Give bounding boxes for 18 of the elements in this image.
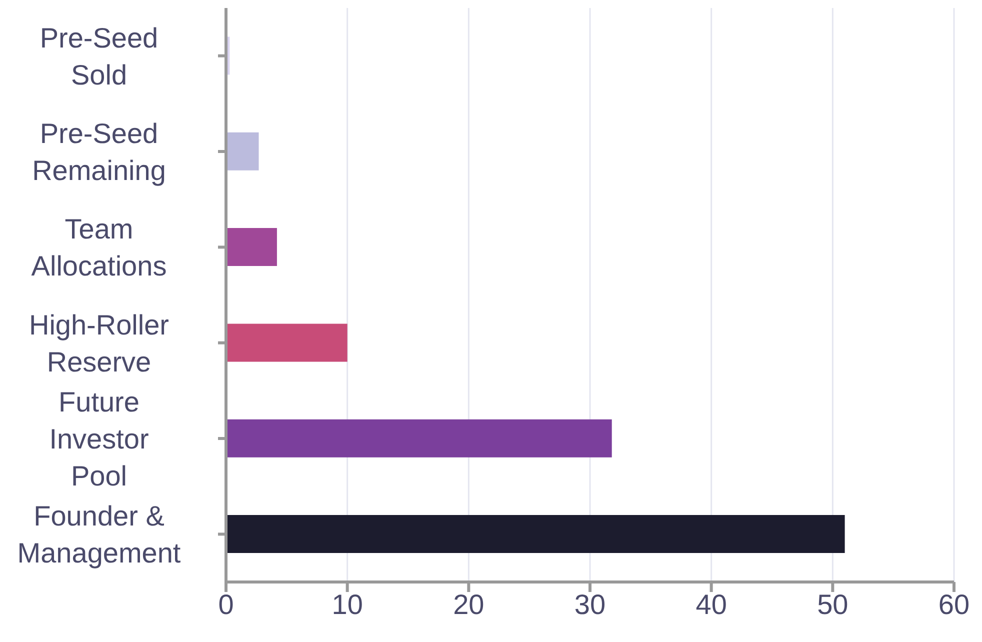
bar — [226, 419, 612, 458]
y-tick-label: Founder & Management — [17, 500, 181, 568]
x-tick-label: 0 — [218, 588, 234, 620]
x-tick-label: 20 — [453, 588, 484, 620]
x-tick-label: 40 — [696, 588, 727, 620]
x-tick-label: 10 — [332, 588, 363, 620]
y-tick-label: Pre-Seed Remaining — [32, 118, 166, 186]
y-tick-label: High-Roller Reserve — [28, 308, 170, 377]
bar — [226, 132, 259, 170]
bar — [226, 228, 277, 266]
bar — [226, 515, 845, 554]
y-tick-label: Pre-Seed Sold — [40, 22, 158, 90]
x-tick-label: 60 — [938, 588, 970, 620]
x-tick-label: 30 — [574, 588, 606, 620]
bar — [226, 324, 348, 362]
y-tick-label: Future Investor Pool — [49, 386, 149, 491]
x-tick-label: 50 — [817, 588, 848, 620]
y-tick-label: Team Allocations — [31, 213, 167, 282]
